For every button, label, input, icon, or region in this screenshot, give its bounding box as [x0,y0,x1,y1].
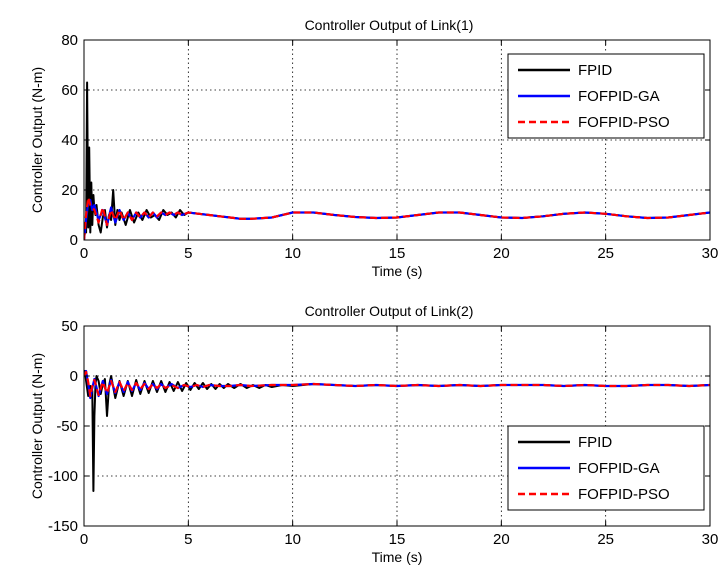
chart-title: Controller Output of Link(2) [305,303,474,319]
legend-label-fofpid-pso: FOFPID-PSO [578,486,670,503]
legend-label-fpid: FPID [578,434,612,451]
x-tick-label: 20 [493,245,510,262]
y-tick-label: -100 [48,468,78,485]
y-axis-label: Controller Output (N-m) [29,67,45,213]
series-line-fofpid-pso [84,196,710,240]
x-tick-label: 5 [184,531,192,548]
x-tick-label: 5 [184,245,192,262]
x-tick-label: 30 [702,531,719,548]
legend: FPID FOFPID-GA FOFPID-PSO [507,53,705,139]
x-tick-label: 25 [597,245,614,262]
y-tick-label: 80 [61,32,78,49]
x-tick-label: 0 [80,245,88,262]
y-axis-label: Controller Output (N-m) [29,353,45,499]
legend-box [507,53,705,139]
x-tick-label: 30 [702,245,719,262]
legend-label-fofpid-pso: FOFPID-PSO [578,114,670,131]
series-line-fofpid-pso [84,370,710,398]
x-axis-label: Time (s) [372,549,423,565]
y-tick-label: 40 [61,132,78,149]
y-tick-label: 60 [61,82,78,99]
x-tick-label: 0 [80,531,88,548]
legend-label-fofpid-ga: FOFPID-GA [578,460,660,477]
x-axis-label: Time (s) [372,263,423,279]
y-tick-label: 50 [61,318,78,335]
y-tick-label: 20 [61,182,78,199]
x-tick-label: 10 [284,531,301,548]
y-tick-label: 0 [70,232,78,249]
chart-1: 0 5 10 15 20 25 30 0 20 40 60 80 Controller Output o… [29,17,718,279]
y-tick-label: -50 [56,418,78,435]
x-tick-label: 15 [389,245,406,262]
x-tick-label: 25 [597,531,614,548]
x-tick-label: 10 [284,245,301,262]
legend-label-fpid: FPID [578,62,612,79]
y-tick-label: -150 [48,518,78,535]
legend: FPID FOFPID-GA FOFPID-PSO [507,425,705,511]
x-tick-label: 20 [493,531,510,548]
chart-2: 0 5 10 15 20 25 30 -150 -100 -50 0 50 Controller Out… [29,303,718,565]
legend-label-fofpid-ga: FOFPID-GA [578,88,660,105]
chart-title: Controller Output of Link(1) [305,17,474,33]
y-tick-label: 0 [70,368,78,385]
x-tick-label: 15 [389,531,406,548]
